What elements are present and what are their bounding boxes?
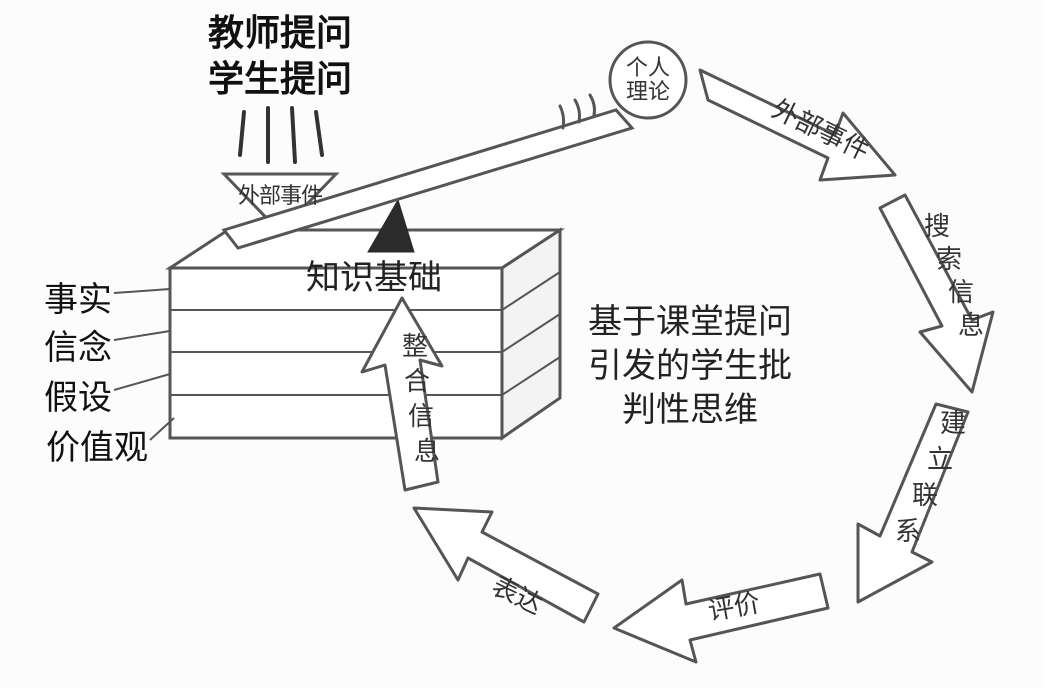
knowledge-foundation-label: 知识基础: [306, 250, 442, 299]
triangle-label: 外部事件: [230, 178, 330, 210]
cycle-label-1-c2: 信: [948, 277, 974, 307]
cycle-label-2-c0: 建: [940, 408, 966, 438]
cycle-label-2-c3: 系: [895, 516, 921, 546]
layer-label-0: 事实: [0, 272, 112, 321]
cycle-label-5-c3: 息: [414, 436, 440, 466]
circle-node-line1: 个人: [618, 56, 678, 79]
cycle-label-1-c1: 索: [936, 244, 962, 274]
cycle-label-5-c0: 整: [402, 331, 428, 361]
center-line1: 基于课堂提问: [570, 300, 810, 344]
circle-node-line2: 理论: [618, 80, 678, 103]
cycle-label-5-c1: 合: [404, 366, 430, 396]
center-line3: 判性思维: [570, 388, 810, 432]
layer-label-3: 价值观: [0, 420, 148, 469]
cycle-label-1-c3: 息: [958, 310, 984, 340]
layer-label-1: 信念: [0, 320, 112, 369]
cycle-label-2-c2: 联: [912, 480, 938, 510]
cycle-label-2-c1: 立: [927, 444, 953, 474]
diagram-svg: 外部事件 搜 索 信 息 建 立 联 系 评价 表达 整 合 信 息: [0, 0, 1044, 688]
center-line2: 引发的学生批: [570, 344, 810, 388]
layer-label-2: 假设: [0, 370, 112, 419]
cycle-label-5-c2: 信: [408, 401, 434, 431]
cycle-label-1-c0: 搜: [924, 211, 950, 241]
